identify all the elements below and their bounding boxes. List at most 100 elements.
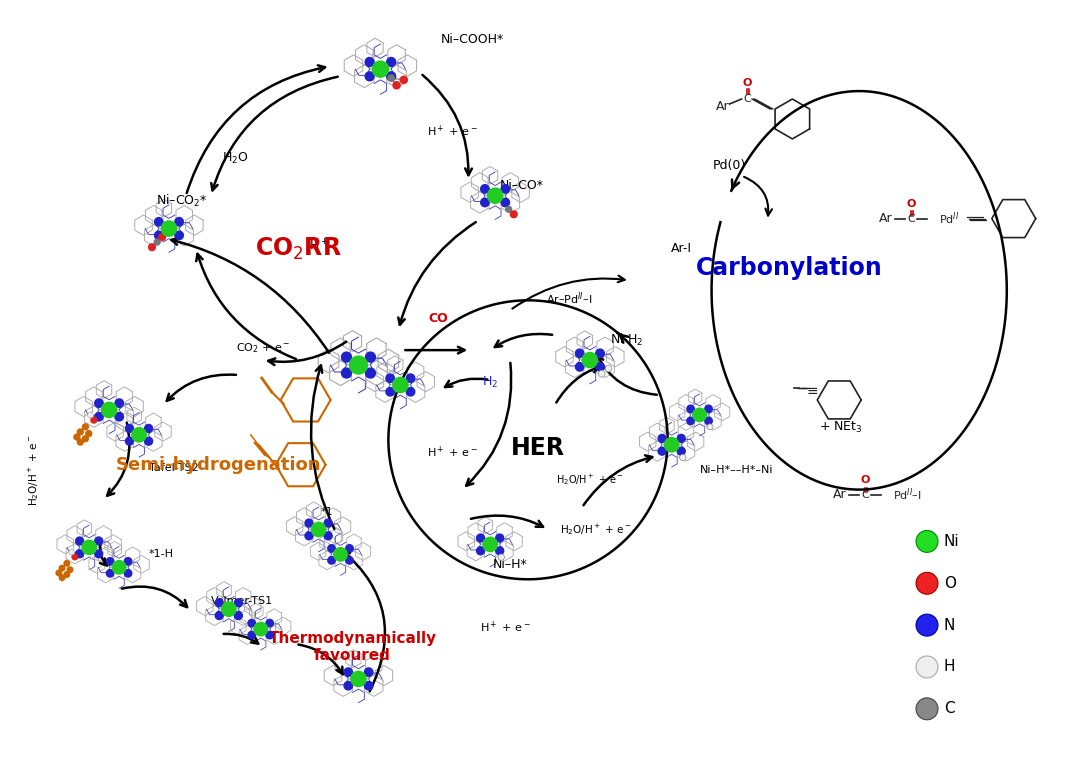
Circle shape — [311, 522, 326, 537]
Circle shape — [215, 611, 224, 620]
Circle shape — [59, 575, 65, 581]
Circle shape — [234, 611, 242, 620]
Circle shape — [687, 417, 694, 425]
Text: H$^+$ + e$^-$: H$^+$ + e$^-$ — [427, 123, 477, 139]
Text: Ar: Ar — [833, 488, 846, 501]
Text: H$_2$O/H$^+$ + e$^-$: H$_2$O/H$^+$ + e$^-$ — [559, 522, 632, 537]
Circle shape — [125, 424, 134, 433]
Circle shape — [73, 434, 80, 440]
Circle shape — [67, 567, 72, 572]
Circle shape — [91, 417, 97, 423]
Circle shape — [406, 387, 415, 396]
Text: Thermodynamically
favoured: Thermodynamically favoured — [269, 630, 436, 663]
Text: Ni–H*––H*–Ni: Ni–H*––H*–Ni — [700, 465, 773, 475]
Circle shape — [386, 387, 394, 396]
Circle shape — [149, 244, 156, 251]
Circle shape — [69, 549, 75, 555]
Text: O: O — [906, 199, 916, 209]
Circle shape — [916, 656, 937, 678]
Circle shape — [596, 363, 605, 371]
Circle shape — [56, 570, 62, 576]
Circle shape — [916, 614, 937, 636]
Text: H$_2$O/H$^+$ + e$^-$: H$_2$O/H$^+$ + e$^-$ — [26, 433, 41, 505]
Circle shape — [161, 221, 177, 236]
Circle shape — [266, 631, 273, 639]
Text: $\equiv$: $\equiv$ — [804, 383, 819, 397]
Circle shape — [365, 368, 376, 378]
Circle shape — [364, 668, 373, 676]
Circle shape — [511, 211, 517, 218]
Circle shape — [387, 58, 395, 67]
Circle shape — [341, 352, 351, 362]
Text: C: C — [744, 94, 752, 104]
Circle shape — [505, 206, 512, 212]
Text: Ar: Ar — [879, 212, 893, 225]
Circle shape — [496, 534, 503, 542]
Text: H$^+$: H$^+$ — [309, 238, 328, 253]
Text: Ar–Pd$^{II}$–I: Ar–Pd$^{II}$–I — [546, 290, 592, 307]
Circle shape — [132, 428, 146, 442]
Circle shape — [498, 554, 504, 561]
Text: O: O — [861, 475, 869, 485]
Circle shape — [707, 424, 713, 430]
Circle shape — [106, 570, 113, 577]
Circle shape — [78, 429, 83, 435]
Text: Pd$^{II}$–I: Pd$^{II}$–I — [893, 486, 921, 503]
Circle shape — [82, 436, 89, 442]
Circle shape — [248, 631, 256, 639]
Circle shape — [175, 218, 184, 226]
Circle shape — [78, 439, 83, 445]
Text: Volmer-TS1: Volmer-TS1 — [211, 596, 273, 606]
Circle shape — [365, 72, 374, 81]
Circle shape — [116, 413, 123, 421]
Circle shape — [305, 519, 313, 527]
Circle shape — [576, 363, 584, 371]
Circle shape — [916, 698, 937, 719]
Circle shape — [346, 557, 353, 564]
Text: Ni–CO$_2$*: Ni–CO$_2$* — [156, 193, 207, 209]
Circle shape — [76, 537, 83, 545]
Circle shape — [116, 399, 123, 407]
Circle shape — [124, 558, 132, 565]
Circle shape — [95, 399, 104, 407]
Circle shape — [154, 239, 160, 245]
Circle shape — [175, 231, 184, 239]
Text: O: O — [944, 576, 956, 591]
Circle shape — [386, 374, 394, 383]
Circle shape — [481, 198, 489, 206]
Circle shape — [501, 185, 510, 193]
Text: H: H — [944, 660, 956, 674]
Circle shape — [705, 405, 713, 413]
Text: C: C — [861, 489, 869, 499]
Text: Ni–CO*: Ni–CO* — [500, 179, 544, 193]
Circle shape — [154, 218, 163, 226]
Circle shape — [483, 537, 497, 551]
Circle shape — [248, 620, 256, 627]
Text: O: O — [743, 78, 752, 88]
Circle shape — [124, 570, 132, 577]
Circle shape — [393, 82, 401, 89]
Circle shape — [64, 561, 69, 566]
Circle shape — [388, 75, 394, 81]
Circle shape — [481, 185, 489, 193]
Text: Pd(0): Pd(0) — [713, 160, 746, 173]
Circle shape — [496, 547, 503, 555]
Circle shape — [365, 352, 376, 362]
Circle shape — [387, 72, 395, 81]
Circle shape — [254, 622, 268, 636]
Text: H$_2$O: H$_2$O — [221, 151, 248, 166]
Circle shape — [154, 231, 163, 239]
Circle shape — [677, 447, 685, 455]
Circle shape — [687, 405, 694, 413]
Text: H$_2$O/H$^+$ + e$^-$: H$_2$O/H$^+$ + e$^-$ — [556, 472, 624, 487]
Circle shape — [106, 558, 113, 565]
Text: C: C — [907, 213, 915, 224]
Circle shape — [112, 561, 125, 574]
Circle shape — [350, 356, 367, 374]
Circle shape — [95, 550, 103, 558]
Circle shape — [102, 402, 117, 417]
Circle shape — [401, 77, 407, 84]
Circle shape — [87, 412, 94, 418]
Text: Semi-hydrogenation: Semi-hydrogenation — [116, 456, 322, 474]
Circle shape — [334, 548, 348, 561]
